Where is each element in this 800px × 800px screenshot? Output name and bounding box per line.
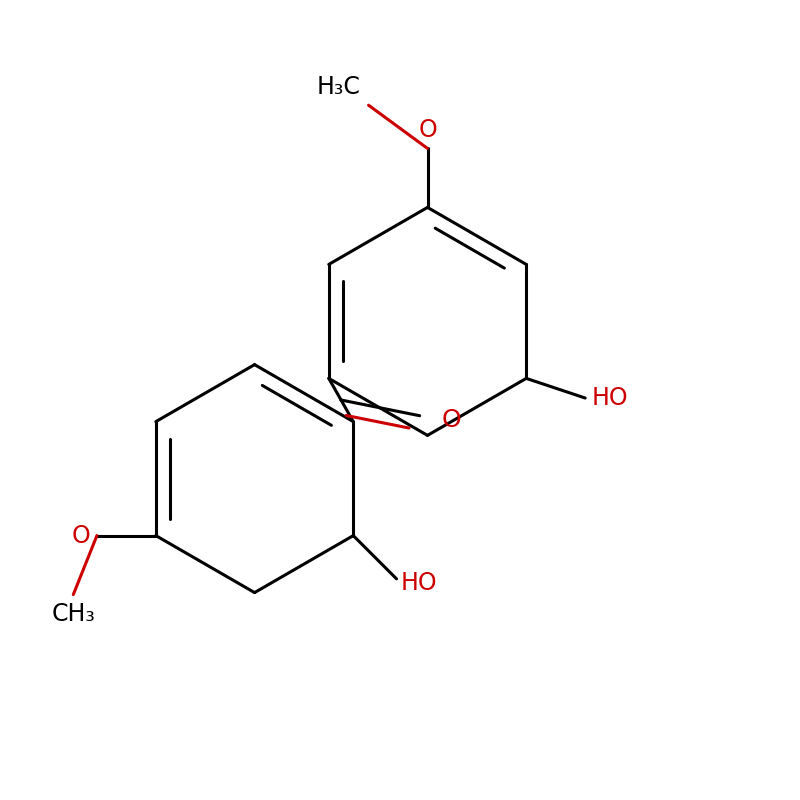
Text: H₃C: H₃C bbox=[317, 75, 361, 99]
Text: O: O bbox=[442, 408, 462, 432]
Text: O: O bbox=[72, 524, 90, 548]
Text: CH₃: CH₃ bbox=[51, 602, 95, 626]
Text: HO: HO bbox=[401, 570, 437, 594]
Text: HO: HO bbox=[591, 386, 628, 410]
Text: O: O bbox=[418, 118, 437, 142]
